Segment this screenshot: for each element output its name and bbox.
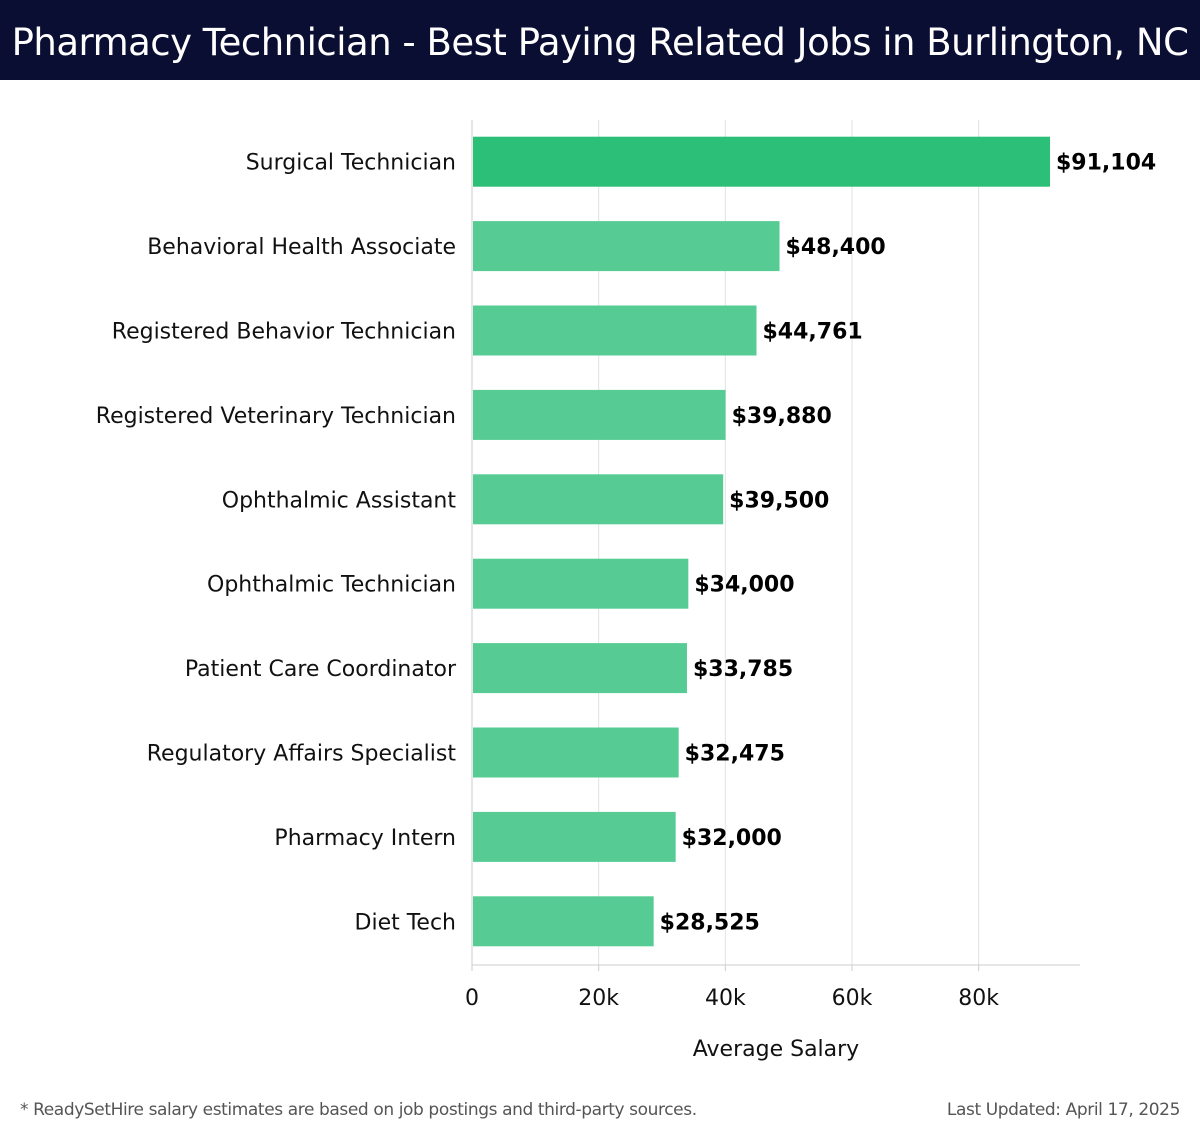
bar <box>473 221 780 272</box>
bar <box>473 896 654 947</box>
bar <box>473 558 689 609</box>
category-label: Surgical Technician <box>246 151 456 176</box>
bar <box>473 305 757 356</box>
value-label: $28,525 <box>660 910 760 935</box>
x-tick-label: 20k <box>578 986 619 1011</box>
value-label: $32,000 <box>682 826 782 851</box>
category-label: Pharmacy Intern <box>274 826 456 851</box>
last-updated: Last Updated: April 17, 2025 <box>946 1100 1180 1120</box>
value-label: $33,785 <box>693 657 793 682</box>
category-label: Patient Care Coordinator <box>185 657 457 682</box>
value-label: $91,104 <box>1056 151 1156 176</box>
bar <box>473 389 726 440</box>
value-label: $39,500 <box>729 488 829 513</box>
category-label: Diet Tech <box>355 910 456 935</box>
x-tick-label: 40k <box>705 986 746 1011</box>
category-label: Behavioral Health Associate <box>147 235 456 260</box>
value-label: $44,761 <box>762 320 862 345</box>
category-label: Registered Veterinary Technician <box>96 404 456 429</box>
x-tick-label: 60k <box>832 986 873 1011</box>
chart-header: Pharmacy Technician - Best Paying Relate… <box>0 0 1200 80</box>
bar <box>473 136 1050 187</box>
category-label: Registered Behavior Technician <box>112 320 456 345</box>
footnote: * ReadySetHire salary estimates are base… <box>20 1100 697 1120</box>
x-axis-label: Average Salary <box>693 1037 859 1062</box>
value-label: $48,400 <box>786 235 886 260</box>
category-label: Ophthalmic Technician <box>207 573 456 598</box>
bar <box>473 811 676 862</box>
bar <box>473 643 687 694</box>
value-label: $34,000 <box>694 573 794 598</box>
category-label: Ophthalmic Assistant <box>222 488 457 513</box>
bar-chart: 0 20k 40k 60k 80k Average Salary Surgical Tech… <box>96 120 1156 1062</box>
bar <box>473 474 724 525</box>
bar <box>473 727 679 778</box>
x-tick-label: 80k <box>958 986 999 1011</box>
chart-title: Pharmacy Technician - Best Paying Relate… <box>11 21 1189 64</box>
value-label: $32,475 <box>685 742 785 767</box>
x-tick-label: 0 <box>465 986 479 1011</box>
category-label: Regulatory Affairs Specialist <box>147 742 457 767</box>
value-label: $39,880 <box>732 404 832 429</box>
